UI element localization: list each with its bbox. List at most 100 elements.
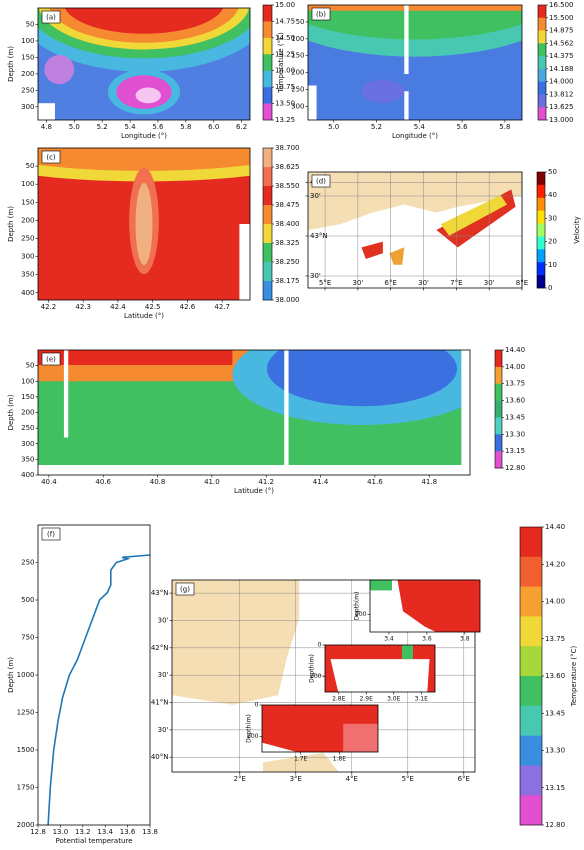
y-tick-label: 100: [21, 37, 34, 45]
panel-label-box: [311, 174, 331, 188]
colorbar-segment: [263, 262, 272, 282]
y-tick-label: 50: [26, 362, 35, 370]
x-tick-label: 5.0: [69, 123, 80, 131]
colorbar-segment: [263, 205, 272, 225]
colorbar-tick-label: 13.60: [545, 672, 565, 680]
field: [308, 172, 522, 288]
field-shade: [38, 148, 250, 171]
colorbar-segment: [537, 184, 545, 199]
colorbar-segment: [538, 56, 546, 70]
colorbar-tick-label: 14.562: [549, 39, 574, 47]
colorbar-tick-label: 14.20: [545, 560, 565, 568]
colorbar-label: Temperature (°C): [570, 646, 578, 708]
colorbar-tick-label: 15.00: [275, 1, 295, 9]
y-tick-label: 50: [296, 18, 305, 26]
x-axis-label: Longitude (°): [392, 132, 438, 140]
field-shade: [44, 55, 75, 85]
panel-label: (a): [46, 14, 56, 22]
panel-label-box: [41, 150, 61, 164]
colorbar-segment: [263, 37, 272, 55]
panel: 42.2 42.3 42.4 42.5 42.6 42.7 50 100 150 200 250 30…: [7, 144, 300, 320]
y-tick-label: 250: [21, 559, 34, 567]
x-tick-label: 42.5: [145, 303, 161, 311]
y-tick-label: 250: [21, 424, 34, 432]
panel: 5°E30'6°E30'7°E30'8°E40'30'43°N30'(d)504…: [305, 168, 581, 292]
field-shade: [440, 195, 508, 236]
colorbar-tick-label: 38.700: [275, 144, 300, 152]
y-tick-label: 0: [255, 702, 259, 709]
colorbar-tick-label: 40: [548, 191, 557, 199]
panel-label: (c): [46, 154, 56, 162]
panel: 40.4 40.6 40.8 41.0 41.2 41.4 41.6 41.8 50 100 150…: [7, 346, 525, 495]
colorbar-segment: [495, 350, 502, 368]
y-tick-label: 200: [21, 70, 34, 78]
x-tick-label: 40.8: [150, 478, 166, 486]
y-tick-label: 200: [21, 409, 34, 417]
y-tick-label: 1750: [17, 784, 35, 792]
colorbar-segment: [495, 417, 502, 435]
x-tick-label: 13.2: [75, 828, 91, 836]
x-tick-label: 5.2: [97, 123, 108, 131]
y-tick-label: 200: [291, 69, 304, 77]
x-tick-label: 4°E: [346, 775, 358, 783]
x-tick-label: 3.0E: [387, 696, 401, 703]
y-tick-label: 200: [247, 733, 259, 740]
colorbar-tick-label: 30: [548, 214, 557, 222]
field: [38, 350, 470, 475]
field-shade: [38, 103, 55, 120]
axes-frame: [261, 704, 379, 753]
colorbar-tick-label: 38.625: [275, 163, 300, 171]
y-axis-label: Temperature (°C): [277, 32, 285, 94]
colorbar-segment: [520, 586, 542, 617]
colorbar-tick-label: 13.30: [545, 747, 565, 755]
colorbar-segment: [538, 94, 546, 108]
profile-line: [47, 554, 151, 826]
panel-label-box: [41, 352, 61, 366]
field-shade: [370, 580, 392, 591]
y-tick-label: 40°N: [151, 753, 169, 761]
field-shade: [370, 580, 436, 632]
axes-frame: [37, 524, 151, 826]
colorbar-tick-label: 13.625: [549, 103, 574, 111]
colorbar-segment: [495, 400, 502, 418]
colorbar-segment: [538, 107, 546, 121]
axes-frame: [324, 644, 436, 693]
colorbar-tick-label: 14.00: [505, 363, 525, 371]
colorbar-tick-label: 38.175: [275, 277, 300, 285]
field: [38, 8, 250, 120]
field: [308, 5, 522, 120]
y-axis-label: Depth(m): [246, 714, 253, 743]
colorbar-segment: [495, 434, 502, 452]
colorbar-tick-label: 38.250: [275, 258, 300, 266]
y-tick-label: 150: [21, 393, 34, 401]
y-tick-label: 30': [158, 671, 169, 679]
axes-frame: [37, 349, 471, 476]
x-tick-label: 2°E: [234, 775, 246, 783]
colorbar-segment: [538, 30, 546, 44]
x-tick-label: 40.4: [41, 478, 57, 486]
colorbar-tick-label: 14.40: [505, 346, 525, 354]
x-tick-label: 5.4: [414, 123, 426, 131]
x-tick-label: 2.9E: [360, 696, 374, 703]
x-tick-label: 41.8: [421, 478, 437, 486]
colorbar-segment: [263, 103, 272, 121]
y-tick-label: 30': [310, 192, 321, 200]
colorbar-tick-label: 14.75: [275, 17, 295, 25]
colorbar-tick-label: 12.80: [505, 464, 525, 472]
field: [325, 645, 435, 692]
colorbar-segment: [520, 676, 542, 707]
colorbar-tick-label: 13.75: [505, 380, 525, 388]
colorbar-segment: [520, 795, 542, 826]
x-tick-label: 3.8: [460, 636, 470, 643]
y-axis-label: Depth (m): [7, 46, 15, 82]
field-shade: [330, 659, 430, 692]
x-tick-label: 13.6: [120, 828, 136, 836]
field-shade: [308, 5, 522, 11]
colorbar-segment: [520, 556, 542, 587]
colorbar-segment: [520, 765, 542, 796]
colorbar-segment: [495, 366, 502, 385]
x-tick-label: 12.8: [30, 828, 46, 836]
colorbar-segment: [520, 705, 542, 736]
